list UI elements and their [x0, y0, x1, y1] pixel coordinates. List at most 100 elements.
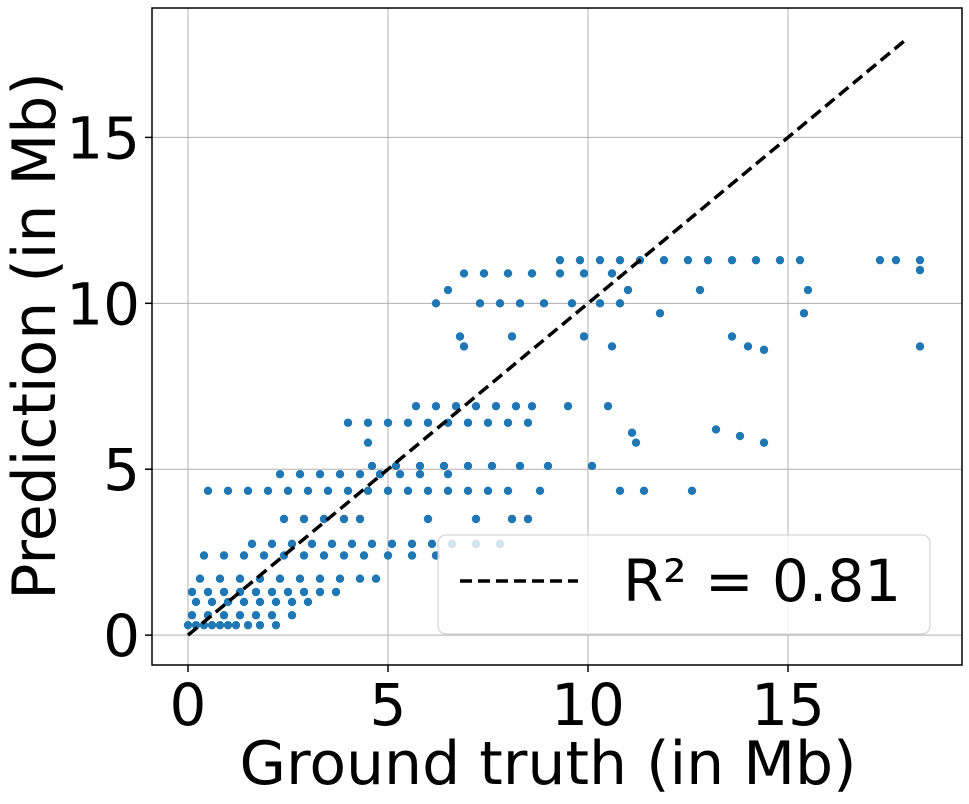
point	[891, 255, 901, 265]
x-tick-label: 0	[170, 671, 207, 739]
point	[595, 299, 605, 308]
point	[579, 269, 589, 278]
x-tick-label: 10	[551, 671, 625, 739]
point	[455, 332, 465, 341]
point	[511, 401, 521, 411]
point	[515, 461, 525, 471]
point	[235, 611, 245, 620]
point	[579, 332, 589, 341]
point	[355, 574, 365, 583]
point	[219, 551, 229, 560]
point	[607, 269, 617, 278]
point	[483, 486, 493, 495]
point	[427, 539, 437, 549]
point	[759, 345, 769, 354]
point	[283, 486, 293, 495]
point	[279, 514, 289, 524]
point	[595, 255, 605, 265]
point	[487, 461, 497, 471]
point	[271, 620, 281, 630]
point	[443, 470, 453, 479]
point	[315, 574, 325, 583]
point	[287, 611, 297, 620]
point	[503, 269, 513, 278]
point	[239, 597, 249, 607]
point	[287, 597, 297, 607]
point	[439, 461, 449, 471]
y-tick-label: 0	[103, 602, 140, 670]
point	[459, 342, 469, 351]
point	[267, 611, 277, 620]
point	[915, 265, 925, 275]
point	[431, 401, 441, 411]
point	[299, 551, 309, 560]
point	[383, 486, 393, 495]
point	[759, 438, 769, 447]
point	[803, 285, 813, 295]
point	[363, 486, 373, 495]
point	[303, 486, 313, 495]
point	[355, 470, 365, 479]
point	[523, 514, 533, 524]
x-tick-label: 5	[370, 671, 407, 739]
point	[191, 597, 201, 607]
point	[491, 401, 501, 411]
point	[875, 255, 885, 265]
point	[687, 486, 697, 495]
line	[186, 36, 910, 637]
point	[507, 514, 517, 524]
point	[207, 620, 217, 630]
point	[555, 269, 565, 278]
point	[471, 401, 481, 411]
point	[243, 620, 253, 630]
point	[343, 418, 353, 427]
point	[187, 611, 197, 620]
point	[267, 587, 277, 597]
point	[631, 438, 641, 447]
point	[391, 461, 401, 471]
grid	[152, 8, 962, 665]
y-tick-label: 10	[66, 270, 140, 338]
point	[191, 620, 201, 630]
point	[463, 418, 473, 427]
point	[407, 551, 417, 560]
point	[423, 514, 433, 524]
point	[463, 486, 473, 495]
point	[915, 255, 925, 265]
point	[207, 597, 217, 607]
point	[407, 539, 417, 549]
point	[659, 255, 669, 265]
point	[323, 486, 333, 495]
point	[775, 255, 785, 265]
point	[331, 587, 341, 597]
point	[507, 332, 517, 341]
point	[215, 574, 225, 583]
y-tick-label: 5	[103, 436, 140, 504]
point	[503, 486, 513, 495]
point	[471, 514, 481, 524]
point	[347, 539, 357, 549]
point	[743, 342, 753, 351]
point	[639, 486, 649, 495]
point	[423, 418, 433, 427]
point	[443, 285, 453, 295]
point	[523, 418, 533, 427]
point	[711, 425, 721, 434]
point	[367, 539, 377, 549]
point	[615, 486, 625, 495]
point	[183, 620, 193, 630]
point	[627, 428, 637, 437]
point	[219, 611, 229, 620]
point	[483, 418, 493, 427]
point	[271, 597, 281, 607]
point	[387, 539, 397, 549]
point	[495, 299, 505, 308]
point	[411, 401, 421, 411]
point	[479, 269, 489, 278]
point	[223, 486, 233, 495]
point	[451, 401, 461, 411]
point	[915, 342, 925, 351]
point	[623, 285, 633, 295]
point	[727, 332, 737, 341]
